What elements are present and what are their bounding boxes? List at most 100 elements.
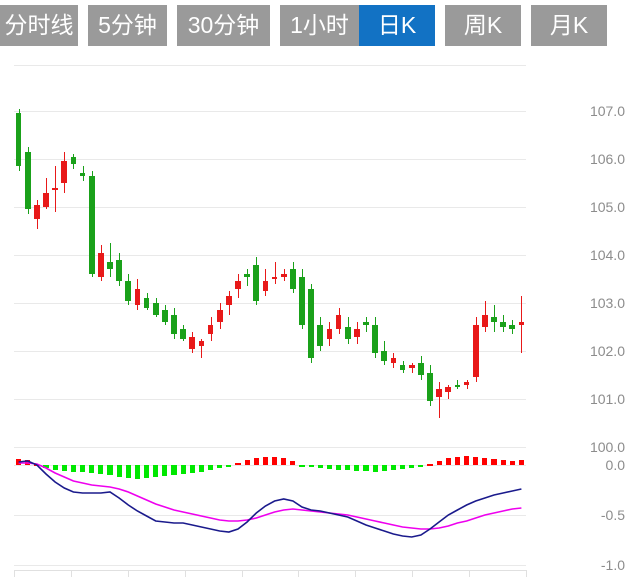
candle-body	[335, 315, 342, 330]
candle-body	[171, 315, 177, 335]
macd-gridline	[14, 565, 526, 566]
macd-histogram-bar	[381, 465, 387, 471]
candle-body	[436, 389, 442, 397]
macd-histogram-bar	[189, 465, 195, 473]
macd-histogram-bar	[390, 465, 396, 470]
candle-body	[381, 351, 388, 361]
candle-wick	[201, 339, 202, 359]
macd-histogram-bar	[290, 461, 296, 465]
x-axis-tick	[412, 570, 414, 577]
x-axis-tick	[184, 570, 186, 577]
candle-body	[463, 382, 470, 385]
macd-histogram-bar	[345, 465, 351, 470]
macd-histogram-bar	[473, 457, 479, 465]
tab-3[interactable]: 1小时	[280, 5, 359, 46]
macd-histogram-bar	[125, 465, 131, 478]
tab-6[interactable]: 月K	[531, 5, 607, 46]
candle-body	[116, 259, 122, 282]
macd-histogram-bar	[208, 465, 214, 470]
candle-body	[271, 276, 278, 279]
candle-body	[280, 274, 287, 277]
macd-line-layer	[18, 460, 522, 538]
price-axis-label: 105.0	[589, 199, 625, 215]
macd-histogram-bar	[235, 463, 241, 465]
candle-body	[299, 276, 305, 325]
macd-histogram-bar	[509, 461, 515, 465]
candle-body	[472, 324, 479, 378]
candle-body	[198, 341, 205, 347]
macd-histogram-bar	[454, 457, 460, 465]
candle-wick	[439, 382, 440, 419]
candle-body	[482, 315, 488, 327]
candle-body	[107, 262, 113, 270]
macd-histogram-bar	[445, 458, 451, 465]
dea-line	[18, 462, 522, 530]
macd-histogram-bar	[43, 465, 49, 468]
price-gridline	[14, 447, 526, 448]
tab-2[interactable]: 30分钟	[177, 5, 270, 46]
macd-histogram-bar	[317, 465, 323, 468]
candle-body	[262, 281, 269, 291]
candle-body	[363, 322, 369, 325]
macd-histogram-bar	[153, 465, 159, 477]
candle-body	[427, 372, 433, 402]
x-axis-tick	[355, 570, 357, 577]
price-axis-label: 107.0	[589, 103, 625, 119]
candle-wick	[467, 379, 468, 390]
macd-histogram-bar	[162, 465, 168, 476]
candle-body	[491, 317, 497, 323]
macd-histogram-bar	[336, 465, 342, 470]
tab-1[interactable]: 5分钟	[88, 5, 167, 46]
tab-4[interactable]: 日K	[359, 5, 435, 46]
macd-histogram-bar	[354, 465, 360, 471]
x-axis-tick	[298, 570, 300, 577]
candle-wick	[247, 269, 248, 287]
macd-histogram-bar	[180, 465, 186, 474]
candle-wick	[521, 295, 522, 354]
candle-body	[509, 324, 516, 330]
price-axis-label: 101.0	[589, 391, 625, 407]
candle-body	[162, 310, 168, 323]
price-axis-label: 100.0	[589, 439, 625, 455]
macd-histogram-bar	[217, 465, 223, 468]
macd-histogram-bar	[500, 460, 506, 465]
candle-body	[61, 161, 68, 183]
macd-histogram-bar	[418, 465, 424, 467]
macd-histogram-bar	[363, 465, 369, 471]
macd-histogram-bar	[253, 458, 259, 465]
price-gridline	[14, 351, 526, 352]
x-axis-tick	[14, 570, 15, 577]
tab-5[interactable]: 周K	[445, 5, 521, 46]
candle-body	[216, 310, 223, 323]
x-axis-tick	[469, 570, 471, 577]
candle-body	[445, 387, 452, 392]
macd-histogram-bar	[16, 459, 22, 465]
macd-histogram-bar	[116, 465, 122, 477]
chart-top-border	[14, 65, 526, 66]
candle-body	[70, 156, 77, 164]
macd-histogram-bar	[491, 459, 497, 465]
macd-histogram-bar	[482, 458, 488, 465]
candle-body	[317, 324, 324, 347]
candle-body	[143, 298, 150, 308]
candle-body	[390, 358, 397, 363]
tab-0[interactable]: 分时线	[0, 5, 78, 46]
candle-wick	[83, 166, 84, 181]
macd-histogram-bar	[80, 465, 86, 472]
x-axis-tick	[241, 570, 243, 577]
price-gridline	[14, 159, 526, 160]
candle-body	[290, 269, 296, 289]
candle-body	[15, 113, 22, 167]
macd-histogram-bar	[171, 465, 177, 475]
chart-canvas[interactable]: 107.0 106.0 105.0 104.0 103.0 102.0 101.0 100.0…	[0, 50, 631, 580]
candle-body	[418, 363, 424, 375]
candle-body	[244, 274, 250, 277]
macd-histogram-bar	[409, 465, 415, 468]
candle-body	[344, 327, 351, 339]
macd-histogram-bar	[400, 465, 406, 469]
macd-histogram-bar	[144, 465, 150, 478]
candle-body	[180, 329, 186, 339]
macd-axis-label: -1.0	[600, 557, 625, 573]
macd-histogram-bar	[134, 465, 140, 479]
